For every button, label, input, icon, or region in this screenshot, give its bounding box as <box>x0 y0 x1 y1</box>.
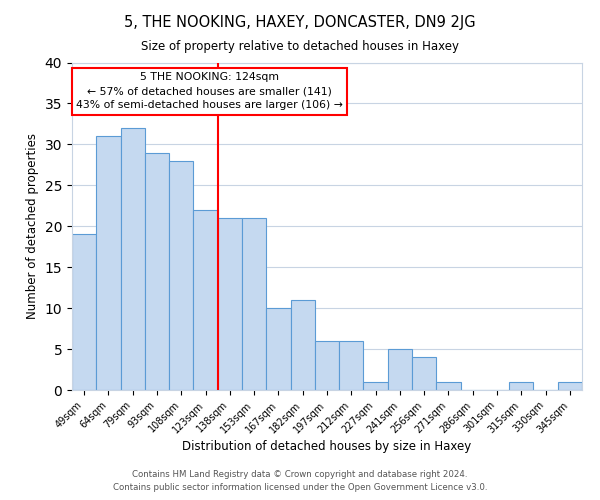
Y-axis label: Number of detached properties: Number of detached properties <box>26 133 39 320</box>
Text: 5 THE NOOKING: 124sqm
← 57% of detached houses are smaller (141)
43% of semi-det: 5 THE NOOKING: 124sqm ← 57% of detached … <box>76 72 343 110</box>
Bar <box>145 152 169 390</box>
Bar <box>315 341 339 390</box>
Bar <box>388 349 412 390</box>
Bar <box>193 210 218 390</box>
Bar <box>509 382 533 390</box>
Bar <box>169 161 193 390</box>
Bar <box>436 382 461 390</box>
Bar <box>96 136 121 390</box>
Bar <box>412 357 436 390</box>
Bar <box>339 341 364 390</box>
Text: Contains HM Land Registry data © Crown copyright and database right 2024.
Contai: Contains HM Land Registry data © Crown c… <box>113 470 487 492</box>
Text: Size of property relative to detached houses in Haxey: Size of property relative to detached ho… <box>141 40 459 53</box>
Text: 5, THE NOOKING, HAXEY, DONCASTER, DN9 2JG: 5, THE NOOKING, HAXEY, DONCASTER, DN9 2J… <box>124 15 476 30</box>
Bar <box>72 234 96 390</box>
X-axis label: Distribution of detached houses by size in Haxey: Distribution of detached houses by size … <box>182 440 472 454</box>
Bar <box>558 382 582 390</box>
Bar <box>218 218 242 390</box>
Bar <box>242 218 266 390</box>
Bar <box>266 308 290 390</box>
Bar <box>290 300 315 390</box>
Bar <box>364 382 388 390</box>
Bar <box>121 128 145 390</box>
